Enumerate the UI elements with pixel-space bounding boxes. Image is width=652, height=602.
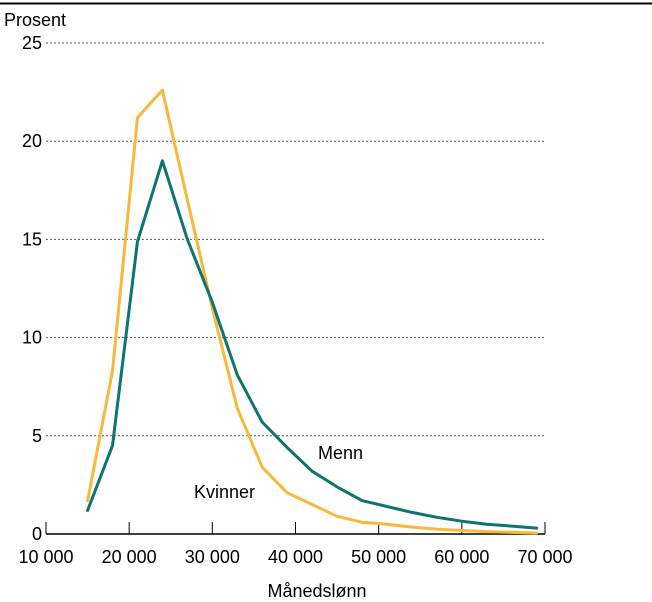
y-axis-ticks: 0 5 10 15 20 25 [22,33,42,544]
x-axis-ticks: 10 000 20 000 30 000 40 000 50 000 60 000 70 0… [18,522,573,567]
y-tick-label-5: 5 [32,426,42,446]
x-tick-label-40000: 40 000 [268,547,323,567]
series-line-menn [86,159,539,530]
x-tick-label-70000: 70 000 [517,547,572,567]
x-tick-label-60000: 60 000 [434,547,489,567]
y-axis-title: Prosent [4,10,66,30]
y-tick-label-20: 20 [22,131,42,151]
series-label-kvinner: Kvinner [194,482,255,502]
series-label-menn: Menn [318,443,363,463]
x-tick-label-20000: 20 000 [102,547,157,567]
grid-lines [46,42,545,437]
x-tick-label-10000: 10 000 [18,547,73,567]
y-tick-label-0: 0 [32,524,42,544]
y-tick-label-15: 15 [22,229,42,249]
series-lines [86,88,539,535]
x-tick-label-50000: 50 000 [351,547,406,567]
series-line-kvinner [86,88,539,535]
x-axis-title: Månedslønn [267,581,366,601]
x-tick-label-30000: 30 000 [185,547,240,567]
y-tick-label-25: 25 [22,33,42,53]
y-tick-label-10: 10 [22,328,42,348]
